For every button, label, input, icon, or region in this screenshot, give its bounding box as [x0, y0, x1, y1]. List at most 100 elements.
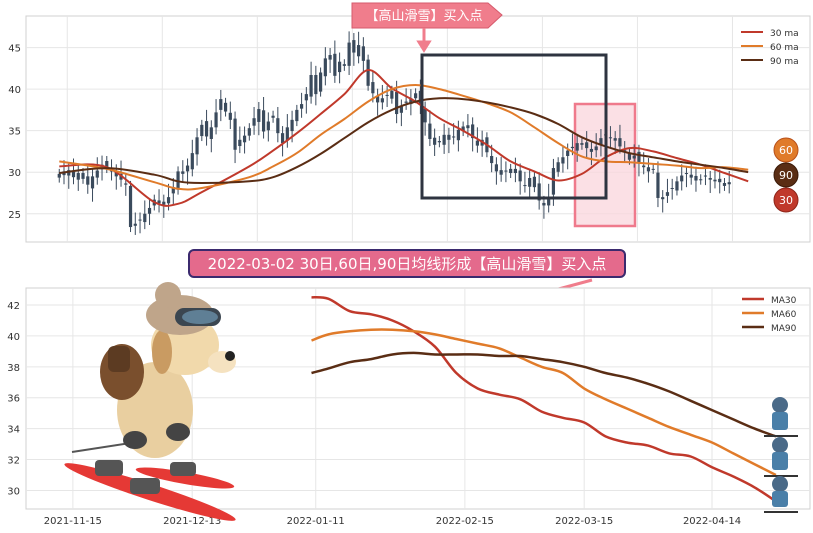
bottom-y-tick-label: 42: [7, 301, 20, 312]
candle-body: [333, 53, 337, 76]
legend-label-ma90: MA90: [771, 324, 797, 334]
candle-body: [285, 127, 289, 141]
candle-body: [342, 64, 346, 66]
candle-body: [409, 98, 413, 105]
candle-body: [133, 223, 137, 226]
legend-label-60ma: 60 ma: [770, 43, 799, 53]
candle-body: [95, 170, 99, 178]
candle-body: [699, 179, 703, 181]
badge-60-label: 60: [779, 144, 793, 157]
candle-body: [608, 137, 613, 139]
mid-banner-text: 2022-03-02 30日,60日,90日均线形成【高山滑雪】买入点: [208, 255, 607, 273]
candle-body: [181, 171, 185, 174]
bottom-x-tick-label: 2022-02-15: [436, 516, 494, 527]
top-y-tick-label: 45: [8, 44, 21, 55]
candle-body: [471, 124, 475, 139]
candle-body: [708, 178, 712, 180]
end-badges: 60 90 30: [773, 137, 799, 213]
candle-body: [589, 148, 594, 152]
candle-body: [247, 128, 251, 136]
candle-body: [395, 92, 399, 115]
candle-body: [252, 118, 256, 126]
bottom-y-tick-label: 32: [7, 456, 20, 467]
candle-body: [727, 182, 731, 185]
top-banner: 【高山滑雪】买入点: [351, 2, 503, 53]
candle-body: [542, 202, 546, 206]
top-price-chart: 25 30 35 40 45 30 ma 60 ma 90 ma 60 90 30: [8, 2, 811, 243]
candle-body: [223, 102, 228, 112]
candle-body: [71, 171, 76, 178]
candle-body: [352, 40, 356, 53]
badge-90: [773, 162, 799, 188]
candle-body: [551, 168, 556, 195]
candle-body: [385, 94, 389, 96]
top-legend: 30 ma 60 ma 90 ma: [741, 29, 799, 67]
legend-label-ma60: MA60: [771, 310, 797, 320]
bottom-line-MA60: [311, 328, 777, 477]
candle-body: [680, 175, 684, 182]
candle-body: [242, 135, 247, 143]
candle-body: [399, 106, 403, 113]
candle-body: [114, 171, 118, 177]
candle-body: [171, 187, 175, 194]
candle-body: [200, 124, 204, 137]
candle-body: [109, 170, 114, 172]
candle-body: [238, 139, 242, 147]
bottom-x-tick-label: 2021-11-15: [44, 516, 102, 527]
bottom-ma-lines: [311, 296, 777, 503]
badge-60: [773, 137, 799, 163]
bottom-y-tick-labels: 30 32 34 36 38 40 42: [7, 301, 20, 497]
candle-body: [67, 170, 71, 176]
candle-body: [442, 134, 446, 145]
candle-body: [703, 175, 708, 177]
candle-body: [547, 197, 551, 206]
badge-30: [773, 187, 799, 213]
mid-banner-box: [188, 249, 626, 278]
badge-90-label: 90: [779, 169, 793, 182]
candle-body: [665, 192, 670, 196]
candle-body: [228, 112, 232, 120]
candle-body: [689, 174, 693, 178]
top-y-tick-label: 25: [8, 210, 21, 221]
candle-body: [233, 118, 237, 150]
top-plot-frame: [25, 15, 811, 243]
candle-body: [684, 173, 689, 175]
top-y-tick-label: 40: [8, 85, 21, 96]
bottom-y-tick-label: 38: [7, 363, 20, 374]
candle-body: [81, 173, 85, 179]
bottom-y-tick-label: 40: [7, 332, 20, 343]
candle-body: [570, 146, 575, 149]
candle-body: [561, 157, 565, 164]
candle-body: [722, 183, 727, 186]
candle-body: [361, 46, 365, 61]
candle-body: [261, 110, 266, 132]
candle-body: [357, 45, 361, 57]
candle-body: [461, 126, 465, 132]
candle-body: [57, 173, 61, 178]
candle-body: [675, 181, 679, 191]
candle-body: [661, 197, 665, 200]
bottom-x-tick-label: 2022-03-15: [555, 516, 613, 527]
bottom-line-MA30: [311, 296, 777, 503]
candle-body: [157, 200, 161, 204]
candle-body: [437, 141, 441, 143]
candle-body: [456, 129, 460, 141]
legend-label-ma30: MA30: [771, 296, 797, 306]
mid-banner: 2022-03-02 30日,60日,90日均线形成【高山滑雪】买入点: [188, 249, 626, 298]
candle-body: [124, 183, 128, 185]
candle-body: [599, 138, 603, 146]
candle-body: [219, 99, 223, 110]
candle-body: [418, 90, 422, 105]
candle-body: [585, 142, 589, 149]
badge-30-label: 30: [779, 194, 793, 207]
candle-body: [318, 72, 323, 92]
candle-body: [447, 134, 451, 140]
candle-body: [105, 160, 109, 169]
candle-body: [299, 104, 304, 109]
candle-body: [166, 197, 171, 204]
candle-body: [694, 175, 698, 181]
candle-body: [295, 109, 299, 122]
candle-body: [280, 133, 285, 144]
top-y-tick-label: 35: [8, 127, 21, 138]
